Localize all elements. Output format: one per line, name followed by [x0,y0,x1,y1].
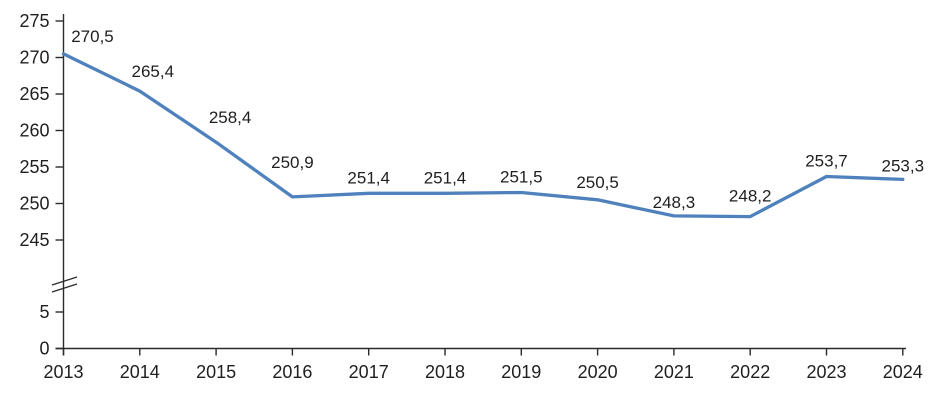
data-label: 250,9 [271,153,314,172]
x-tick-label: 2020 [578,362,618,382]
y-tick-label: 250 [19,194,49,214]
x-tick-label: 2022 [730,362,770,382]
x-tick-label: 2016 [272,362,312,382]
y-tick-label: 270 [19,48,49,68]
data-label: 251,4 [424,168,467,187]
y-tick-label: 0 [39,339,49,359]
data-label: 248,2 [729,187,772,206]
data-label: 251,5 [500,168,543,187]
axis-break-icon [51,276,78,286]
x-tick-label: 2019 [501,362,541,382]
data-label: 253,3 [882,156,925,175]
data-series-line [61,52,905,219]
y-tick-label: 245 [19,230,49,250]
data-label: 251,4 [347,168,390,187]
data-label: 265,4 [132,62,175,81]
x-tick-label: 2021 [654,362,694,382]
y-tick-label: 255 [19,157,49,177]
x-tick-label: 2023 [806,362,846,382]
y-tick-label: 260 [19,121,49,141]
x-tick-label: 2014 [120,362,160,382]
data-label: 258,4 [209,108,252,127]
axis-break-icon [51,283,78,293]
x-tick-label: 2024 [883,362,923,382]
y-tick-label: 5 [39,302,49,322]
data-label: 270,5 [71,27,114,46]
x-tick-label: 2015 [196,362,236,382]
data-label: 253,7 [805,151,848,170]
x-tick-label: 2013 [43,362,83,382]
data-label: 248,3 [653,193,696,212]
x-tick-label: 2018 [425,362,465,382]
y-tick-label: 275 [19,11,49,31]
y-tick-label: 265 [19,84,49,104]
data-label: 250,5 [576,173,619,192]
x-tick-label: 2017 [349,362,389,382]
